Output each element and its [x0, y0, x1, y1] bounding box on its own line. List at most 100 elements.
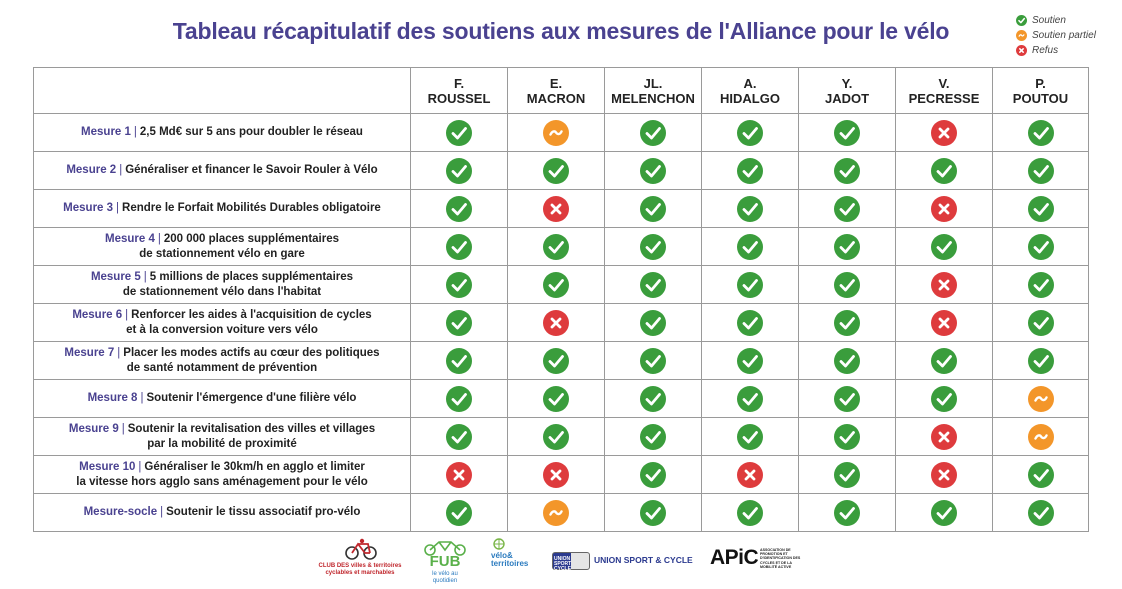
status-cell [410, 455, 508, 494]
check-icon [446, 157, 472, 184]
cross-icon [543, 309, 569, 336]
check-icon [446, 423, 472, 450]
status-cell [507, 303, 605, 342]
measure-label: Mesure 5 | 5 millions de places supplément… [33, 265, 411, 304]
legend-label-partial: Soutien partiel [1032, 30, 1096, 41]
status-cell [604, 265, 702, 304]
check-icon [446, 385, 472, 412]
check-icon [834, 271, 860, 298]
legend-item-no: Refus [1016, 43, 1096, 58]
status-cell [604, 493, 702, 532]
apic-name: APiC [710, 546, 759, 569]
check-icon [1027, 499, 1054, 526]
status-cell [507, 379, 605, 418]
status-cell [701, 303, 799, 342]
measure-text: 200 000 places supplémentaires [163, 232, 339, 245]
cvtc-line2: cyclables et marchables [325, 570, 395, 576]
check-icon [1027, 347, 1054, 374]
status-cell [895, 265, 993, 304]
check-icon [834, 309, 860, 336]
status-cell [701, 493, 799, 532]
status-cell [604, 341, 702, 380]
status-cell [992, 189, 1089, 228]
measure-label: Mesure 3 | Rendre le Forfait Mobilités Dur… [33, 189, 411, 228]
fub-name: FUB [429, 553, 461, 570]
separator: | [119, 164, 123, 176]
measure-text-line2: par la mobilité de proximité [147, 437, 297, 450]
measure-label: Mesure 7 | Placer les modes actifs au cœur… [33, 341, 411, 380]
status-cell [895, 341, 993, 380]
legend-item-partial: Soutien partiel [1016, 28, 1096, 43]
check-icon [737, 309, 763, 336]
check-icon [446, 347, 472, 374]
check-icon [543, 271, 569, 298]
check-icon [737, 119, 763, 146]
header-corner [33, 67, 411, 114]
check-icon [737, 233, 763, 260]
status-cell [604, 189, 702, 228]
status-cell [410, 189, 508, 228]
cross-icon [931, 195, 957, 222]
status-cell [992, 113, 1089, 152]
check-icon [640, 499, 666, 526]
bicycle-icon [345, 538, 377, 560]
check-icon [1016, 15, 1027, 26]
legend-label-no: Refus [1032, 45, 1059, 56]
check-icon [640, 309, 666, 336]
status-cell [798, 379, 896, 418]
measure-number: Mesure 10 [79, 460, 136, 473]
table-row: Mesure 8 | Soutenir l'émergence d'une fili… [33, 379, 1089, 418]
separator: | [117, 346, 121, 359]
check-icon [446, 119, 472, 146]
apic-desc: ASSOCIATION DE PROMOTION ET D'IDENTIFICA… [760, 548, 801, 569]
check-icon [1027, 157, 1054, 184]
status-cell [992, 227, 1089, 266]
check-icon [640, 385, 666, 412]
status-cell [701, 151, 799, 190]
check-icon [931, 233, 957, 260]
candidate-header: F. ROUSSEL [410, 67, 508, 114]
status-cell [701, 417, 799, 456]
status-cell [604, 303, 702, 342]
table-row: Mesure 1 | 2,5 Md€ sur 5 ans pour doubler … [33, 113, 1089, 152]
page-title: Tableau récapitulatif des soutiens aux m… [172, 18, 950, 44]
check-icon [640, 157, 666, 184]
logo-velo-territoires: vélo& territoires [488, 538, 538, 584]
legend-label-yes: Soutien [1032, 15, 1066, 26]
tilde-icon [1027, 423, 1054, 450]
cross-icon [931, 271, 957, 298]
candidate-header: P. POUTOU [992, 67, 1089, 114]
status-cell [798, 493, 896, 532]
check-icon [737, 499, 763, 526]
legend-item-yes: Soutien [1016, 13, 1096, 28]
table-row: Mesure 5 | 5 millions de places supplément… [33, 265, 1089, 304]
measure-number: Mesure 8 [87, 392, 138, 404]
status-cell [895, 303, 993, 342]
table-row: Mesure 10 | Généraliser le 30km/h en agglo… [33, 455, 1089, 494]
status-cell [410, 151, 508, 190]
measure-text: 2,5 Md€ sur 5 ans pour doubler le réseau [139, 126, 363, 138]
separator: | [138, 460, 142, 473]
status-cell [701, 227, 799, 266]
status-cell [701, 341, 799, 380]
status-cell [895, 113, 993, 152]
status-cell [507, 151, 605, 190]
cvtc-line1: CLUB DES villes & territoires [318, 563, 402, 569]
measure-text: Soutenir le tissu associatif pro-vélo [166, 506, 361, 518]
check-icon [446, 271, 472, 298]
status-cell [798, 455, 896, 494]
vt-line1: vélo& [491, 551, 513, 560]
check-icon [931, 157, 957, 184]
status-cell [604, 113, 702, 152]
status-cell [507, 455, 605, 494]
status-cell [992, 493, 1089, 532]
check-icon [446, 233, 472, 260]
check-icon [543, 347, 569, 374]
check-icon [1027, 195, 1054, 222]
fub-tagline: le vélo au quotidien [432, 571, 458, 584]
separator: | [160, 506, 164, 518]
status-cell [410, 113, 508, 152]
cargo-bike-icon [424, 541, 466, 556]
status-cell [410, 493, 508, 532]
separator: | [140, 392, 144, 404]
